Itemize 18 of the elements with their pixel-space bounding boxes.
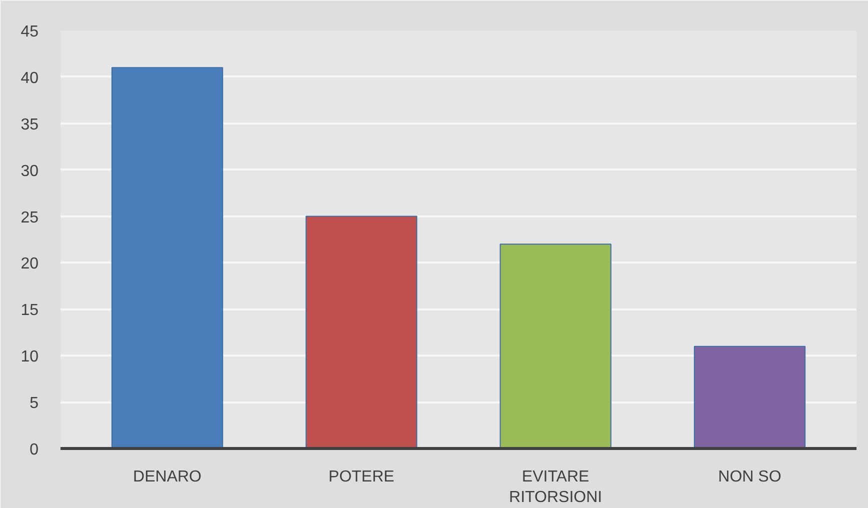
y-tick-label: 5 [30,395,39,412]
y-tick-label: 30 [20,162,39,180]
x-tick-label: DENARO [133,468,202,486]
y-tick-label: 0 [30,442,39,458]
y-tick-label: 25 [20,209,39,226]
bar [500,244,612,448]
x-tick-label: NON SO [718,468,782,486]
y-tick-label: 10 [20,348,39,366]
y-tick-label: 15 [20,302,39,320]
y-tick-label: 40 [20,70,39,87]
x-tick-label: POTERE [328,468,394,486]
bar [306,216,418,448]
bar [111,67,224,448]
y-tick-label: 35 [20,116,39,134]
x-tick-label: EVITARE RITORSIONI [509,468,602,506]
bar [694,346,806,448]
y-tick-label: 45 [20,24,39,40]
y-tick-label: 20 [20,256,39,273]
